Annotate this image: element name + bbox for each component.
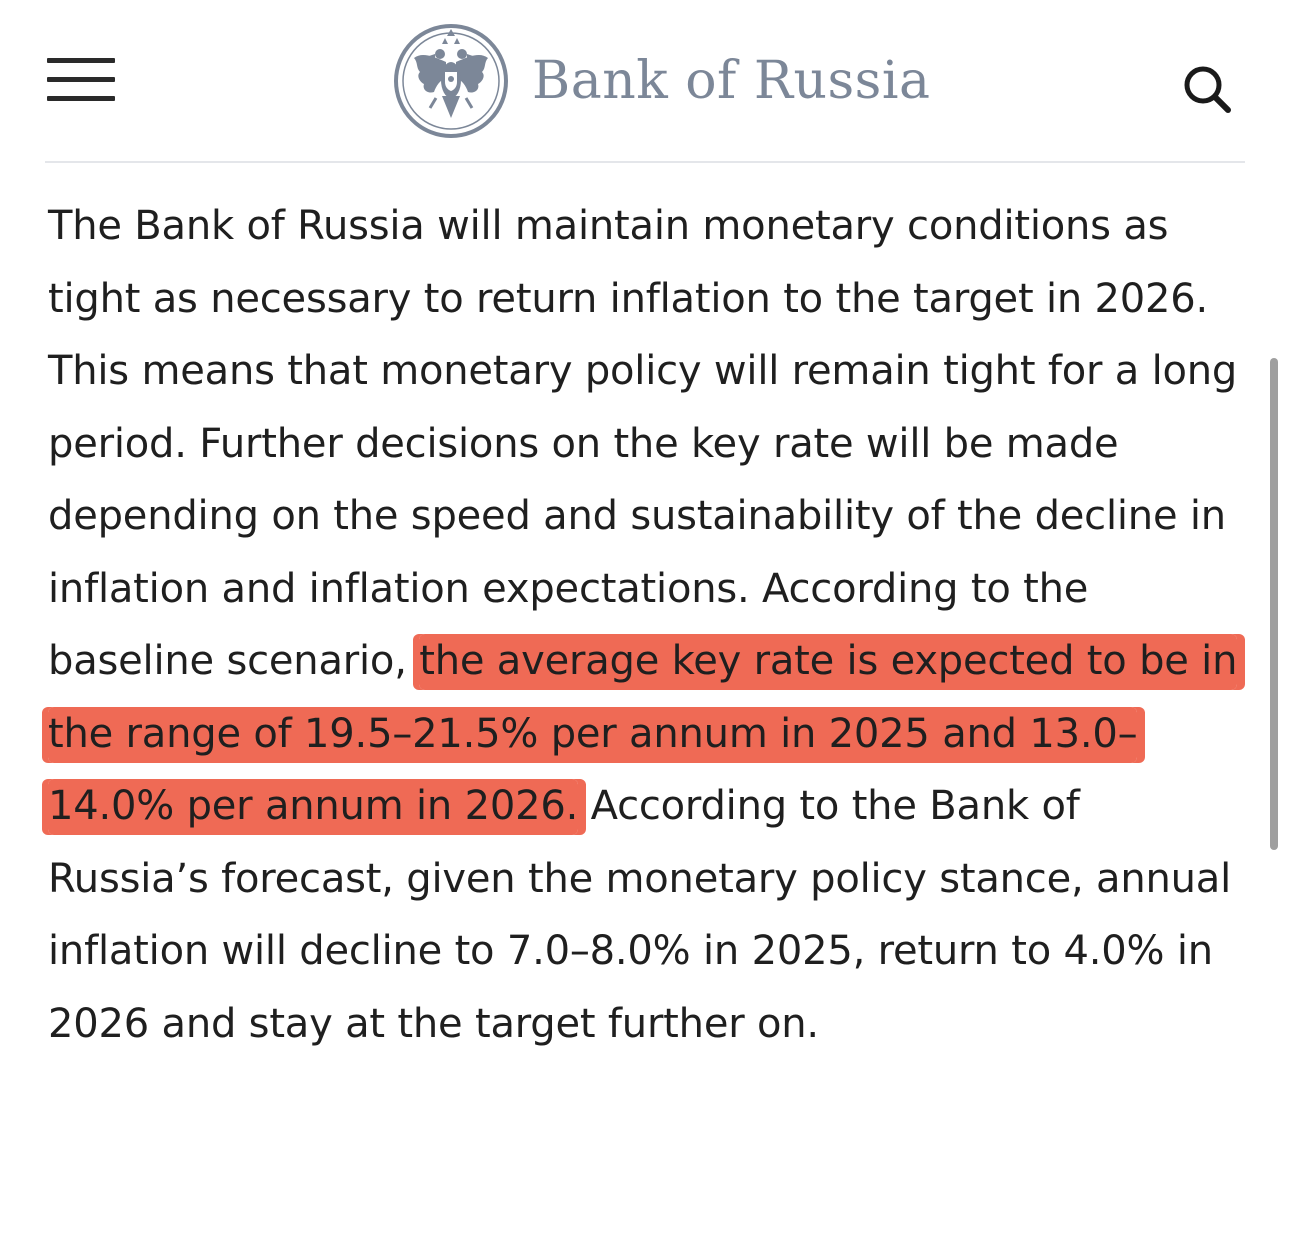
double-headed-eagle-emblem-icon <box>394 24 508 138</box>
magnifier-search-icon <box>1184 66 1231 113</box>
article-text-before-highlight: The Bank of Russia will maintain monetar… <box>48 203 1238 684</box>
site-header: Bank of Russia <box>0 0 1290 162</box>
article-paragraph: The Bank of Russia will maintain monetar… <box>48 190 1238 1060</box>
vertical-scrollbar[interactable] <box>1270 358 1278 850</box>
home-logo-link[interactable]: Bank of Russia <box>392 22 930 140</box>
search-button[interactable] <box>1176 58 1236 118</box>
hamburger-menu-icon[interactable] <box>44 52 118 108</box>
bank-name-wordmark: Bank of Russia <box>532 51 931 111</box>
header-divider <box>45 161 1245 163</box>
article-text-after-highlight: According to the Bank of Russia’s foreca… <box>48 783 1232 1047</box>
